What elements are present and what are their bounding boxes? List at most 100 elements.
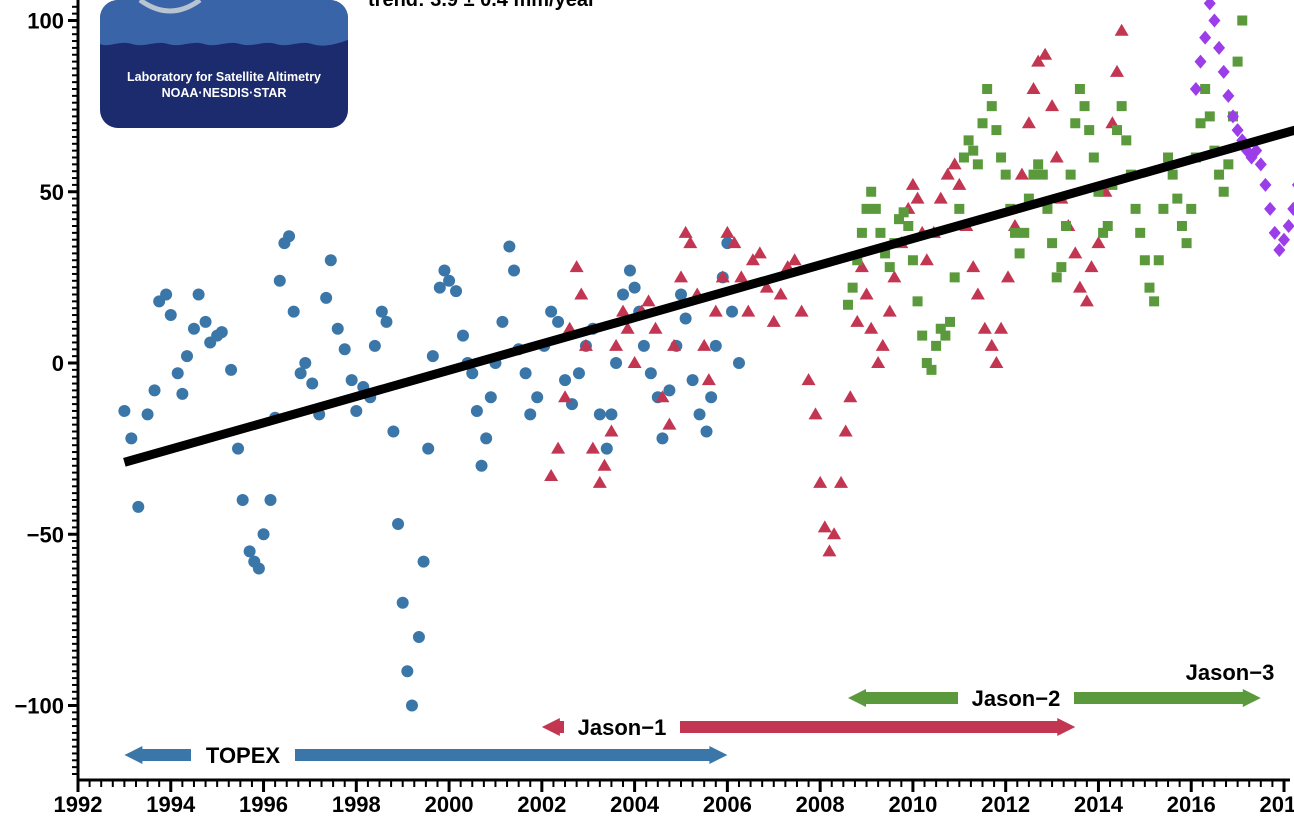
data-point-triangle bbox=[822, 544, 837, 557]
data-point-circle bbox=[320, 291, 333, 304]
data-point-triangle bbox=[1026, 82, 1041, 94]
y-tick-label: −50 bbox=[27, 522, 64, 547]
data-point-square bbox=[880, 248, 891, 259]
data-point-circle bbox=[192, 288, 205, 301]
data-point-circle bbox=[225, 363, 238, 376]
data-point-circle bbox=[141, 408, 154, 421]
mission-label: Jason−1 bbox=[578, 715, 667, 740]
data-point-square bbox=[1130, 203, 1141, 214]
data-point-square bbox=[1139, 255, 1150, 266]
data-point-circle bbox=[656, 432, 669, 445]
data-point-square bbox=[991, 125, 1002, 136]
data-point-triangle bbox=[854, 260, 869, 273]
data-point-circle bbox=[559, 374, 572, 387]
data-point-triangle bbox=[585, 441, 600, 454]
data-point-diamond bbox=[1199, 30, 1212, 45]
data-point-diamond bbox=[1194, 54, 1207, 69]
data-point-square bbox=[842, 299, 853, 310]
data-point-circle bbox=[519, 367, 532, 380]
x-tick-label: 2014 bbox=[1074, 792, 1124, 817]
data-point-diamond bbox=[1268, 225, 1281, 240]
data-point-circle bbox=[610, 357, 623, 369]
data-point-circle bbox=[693, 408, 706, 421]
data-point-triangle bbox=[1038, 47, 1053, 60]
x-tick-label: 1996 bbox=[239, 792, 288, 817]
data-point-triangle bbox=[1114, 23, 1129, 36]
data-point-triangle bbox=[1091, 236, 1106, 249]
data-point-square bbox=[926, 364, 937, 375]
data-point-triangle bbox=[773, 287, 788, 300]
data-point-square bbox=[884, 262, 895, 273]
data-point-square bbox=[1232, 56, 1243, 67]
data-point-triangle bbox=[1072, 280, 1087, 293]
axes: 1992 1994 1996 1998 2000 2002 2004 2006 2008 2010… bbox=[14, 0, 1294, 817]
data-point-circle bbox=[484, 391, 497, 404]
data-point-circle bbox=[709, 339, 722, 352]
data-point-square bbox=[1079, 101, 1090, 112]
data-point-triangle bbox=[794, 304, 809, 317]
data-point-square bbox=[1176, 221, 1187, 231]
data-point-triangle bbox=[578, 338, 593, 351]
data-point-circle bbox=[450, 285, 463, 298]
data-point-diamond bbox=[1189, 82, 1202, 96]
data-point-triangle bbox=[741, 304, 756, 317]
data-point-circle bbox=[176, 387, 189, 400]
data-point-circle bbox=[438, 264, 451, 277]
data-point-circle bbox=[306, 377, 319, 390]
data-point-triangle bbox=[994, 321, 1009, 334]
data-point-circle bbox=[705, 391, 718, 404]
data-point-square bbox=[898, 207, 909, 218]
data-point-circle bbox=[593, 408, 606, 421]
x-tick-label: 2008 bbox=[796, 792, 845, 817]
data-point-square bbox=[1102, 221, 1113, 231]
data-point-triangle bbox=[989, 356, 1004, 368]
data-point-circle bbox=[617, 288, 630, 301]
data-point-square bbox=[1200, 84, 1211, 94]
data-point-triangle bbox=[683, 236, 698, 249]
data-point-circle bbox=[118, 404, 131, 417]
data-point-square bbox=[1074, 84, 1085, 94]
data-point-triangle bbox=[641, 294, 656, 307]
data-point-circle bbox=[148, 384, 161, 397]
data-point-circle bbox=[257, 528, 270, 541]
data-point-triangle bbox=[813, 475, 828, 488]
trend-line-group bbox=[123, 125, 1294, 467]
data-point-diamond bbox=[1287, 201, 1294, 216]
data-point-circle bbox=[375, 305, 388, 318]
data-point-triangle bbox=[933, 191, 948, 204]
logo-wave bbox=[100, 0, 348, 46]
data-point-square bbox=[1051, 272, 1062, 283]
data-point-square bbox=[1149, 296, 1160, 307]
data-point-circle bbox=[531, 391, 544, 404]
data-point-circle bbox=[466, 367, 479, 380]
data-point-triangle bbox=[984, 338, 999, 351]
data-point-circle bbox=[164, 309, 177, 322]
data-point-square bbox=[1088, 152, 1099, 163]
x-tick-label: 1994 bbox=[146, 792, 196, 817]
data-point-circle bbox=[392, 517, 405, 530]
data-point-square bbox=[1195, 118, 1206, 129]
data-point-circle bbox=[675, 288, 687, 301]
data-point-circle bbox=[396, 596, 409, 609]
data-point-square bbox=[1093, 186, 1104, 197]
data-point-square bbox=[1112, 125, 1123, 136]
y-tick-label: 100 bbox=[27, 9, 64, 34]
x-tick-label: 2006 bbox=[703, 792, 752, 817]
x-tick-label: 2010 bbox=[888, 792, 937, 817]
data-point-triangle bbox=[875, 338, 890, 351]
data-point-square bbox=[1172, 193, 1183, 204]
data-point-square bbox=[856, 227, 867, 238]
data-point-square bbox=[903, 221, 914, 231]
data-point-circle bbox=[294, 367, 307, 380]
data-point-square bbox=[1153, 255, 1164, 266]
data-point-square bbox=[1204, 111, 1215, 122]
data-point-triangle bbox=[616, 304, 631, 317]
x-tick-label: 2018 bbox=[1260, 792, 1294, 817]
data-point-square bbox=[1019, 227, 1030, 238]
data-point-diamond bbox=[1264, 201, 1277, 216]
data-point-triangle bbox=[919, 253, 934, 266]
data-point-circle bbox=[125, 432, 138, 445]
data-point-diamond bbox=[1222, 88, 1235, 103]
data-point-circle bbox=[368, 339, 381, 352]
data-point-circle bbox=[686, 374, 699, 387]
